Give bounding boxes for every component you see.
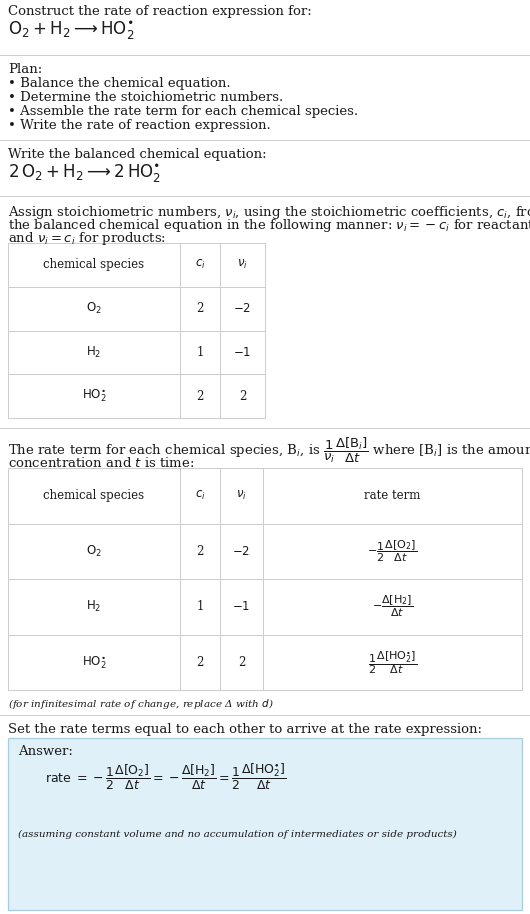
Text: $\mathrm{HO_2^{\bullet}}$: $\mathrm{HO_2^{\bullet}}$ bbox=[82, 654, 107, 671]
Text: Answer:: Answer: bbox=[18, 745, 73, 758]
Text: 2: 2 bbox=[239, 389, 246, 403]
Text: $-\dfrac{1}{2}\dfrac{\Delta[\mathrm{O_2}]}{\Delta t}$: $-\dfrac{1}{2}\dfrac{\Delta[\mathrm{O_2}… bbox=[367, 538, 418, 564]
Text: chemical species: chemical species bbox=[43, 489, 145, 503]
Text: rate term: rate term bbox=[364, 489, 421, 503]
Bar bbox=[8, 738, 522, 910]
Text: 2: 2 bbox=[196, 655, 204, 669]
Text: $-2$: $-2$ bbox=[233, 303, 252, 315]
Text: Construct the rate of reaction expression for:: Construct the rate of reaction expressio… bbox=[8, 5, 312, 18]
Text: 1: 1 bbox=[196, 345, 204, 359]
Text: $\mathrm{O_2}$: $\mathrm{O_2}$ bbox=[86, 301, 102, 316]
Text: the balanced chemical equation in the following manner: $\nu_i = -c_i$ for react: the balanced chemical equation in the fo… bbox=[8, 217, 530, 234]
Text: $c_i$: $c_i$ bbox=[195, 259, 205, 271]
Text: Write the balanced chemical equation:: Write the balanced chemical equation: bbox=[8, 148, 267, 161]
Text: • Determine the stoichiometric numbers.: • Determine the stoichiometric numbers. bbox=[8, 91, 283, 104]
Text: $-1$: $-1$ bbox=[233, 345, 252, 359]
Text: $\mathrm{O_2}$: $\mathrm{O_2}$ bbox=[86, 544, 102, 558]
Text: rate $= -\dfrac{1}{2}\dfrac{\Delta[\mathrm{O_2}]}{\Delta t} = -\dfrac{\Delta[\ma: rate $= -\dfrac{1}{2}\dfrac{\Delta[\math… bbox=[45, 762, 287, 792]
Text: • Write the rate of reaction expression.: • Write the rate of reaction expression. bbox=[8, 119, 271, 132]
Text: 2: 2 bbox=[238, 655, 245, 669]
Text: chemical species: chemical species bbox=[43, 259, 145, 271]
Text: concentration and $t$ is time:: concentration and $t$ is time: bbox=[8, 456, 195, 470]
Text: $\mathrm{O_2 + H_2 \longrightarrow HO_2^{\bullet}}$: $\mathrm{O_2 + H_2 \longrightarrow HO_2^… bbox=[8, 19, 135, 41]
Text: $\dfrac{1}{2}\dfrac{\Delta[\mathrm{HO_2^{\bullet}}]}{\Delta t}$: $\dfrac{1}{2}\dfrac{\Delta[\mathrm{HO_2^… bbox=[368, 649, 417, 675]
Text: $\mathrm{H_2}$: $\mathrm{H_2}$ bbox=[86, 600, 102, 614]
Text: Assign stoichiometric numbers, $\nu_i$, using the stoichiometric coefficients, $: Assign stoichiometric numbers, $\nu_i$, … bbox=[8, 204, 530, 221]
Text: Set the rate terms equal to each other to arrive at the rate expression:: Set the rate terms equal to each other t… bbox=[8, 723, 482, 736]
Text: $-\dfrac{\Delta[\mathrm{H_2}]}{\Delta t}$: $-\dfrac{\Delta[\mathrm{H_2}]}{\Delta t}… bbox=[372, 594, 413, 620]
Text: $\mathrm{H_2}$: $\mathrm{H_2}$ bbox=[86, 345, 102, 360]
Text: $\nu_i$: $\nu_i$ bbox=[236, 489, 247, 503]
Text: The rate term for each chemical species, B$_i$, is $\dfrac{1}{\nu_i}\dfrac{\Delt: The rate term for each chemical species,… bbox=[8, 436, 530, 465]
Text: (for infinitesimal rate of change, replace Δ with $d$): (for infinitesimal rate of change, repla… bbox=[8, 697, 274, 711]
Text: Plan:: Plan: bbox=[8, 63, 42, 76]
Text: 1: 1 bbox=[196, 600, 204, 613]
Text: $c_i$: $c_i$ bbox=[195, 489, 205, 503]
Text: $\mathrm{2\,O_2 + H_2 \longrightarrow 2\,HO_2^{\bullet}}$: $\mathrm{2\,O_2 + H_2 \longrightarrow 2\… bbox=[8, 162, 161, 184]
Text: $\mathrm{HO_2^{\bullet}}$: $\mathrm{HO_2^{\bullet}}$ bbox=[82, 388, 107, 404]
Text: 2: 2 bbox=[196, 545, 204, 558]
Bar bbox=[8, 243, 265, 418]
Text: $\nu_i$: $\nu_i$ bbox=[237, 259, 248, 271]
Text: • Balance the chemical equation.: • Balance the chemical equation. bbox=[8, 77, 231, 90]
Bar bbox=[8, 468, 522, 690]
Text: 2: 2 bbox=[196, 389, 204, 403]
Text: 2: 2 bbox=[196, 303, 204, 315]
Text: (assuming constant volume and no accumulation of intermediates or side products): (assuming constant volume and no accumul… bbox=[18, 830, 457, 839]
Text: $-2$: $-2$ bbox=[232, 545, 251, 558]
Text: and $\nu_i = c_i$ for products:: and $\nu_i = c_i$ for products: bbox=[8, 230, 166, 247]
Text: • Assemble the rate term for each chemical species.: • Assemble the rate term for each chemic… bbox=[8, 105, 358, 118]
Text: $-1$: $-1$ bbox=[232, 600, 251, 613]
